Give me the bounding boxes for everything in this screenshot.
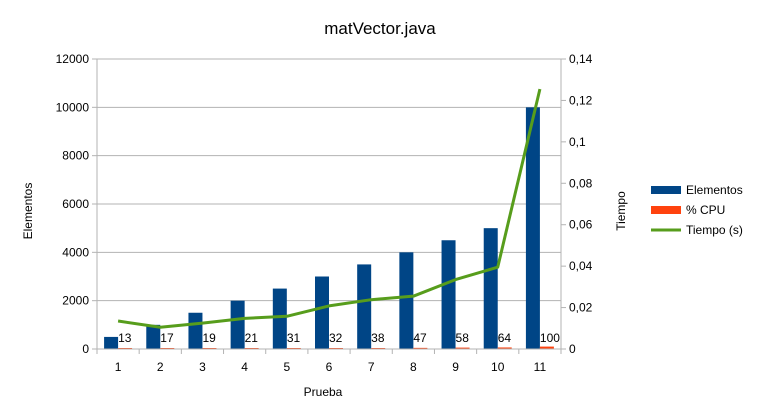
x-tick-label: 1 bbox=[115, 360, 122, 374]
x-tick-label: 3 bbox=[199, 360, 206, 374]
bar-elementos bbox=[230, 300, 245, 349]
x-tick-label: 4 bbox=[241, 360, 248, 374]
gridlines bbox=[97, 58, 561, 350]
y2-tick-label: 0,08 bbox=[569, 176, 593, 190]
legend-swatch bbox=[651, 206, 681, 214]
cpu-data-label: 38 bbox=[371, 331, 385, 345]
bar-elementos bbox=[146, 324, 161, 349]
legend-label: Elementos bbox=[686, 183, 743, 197]
bar-elementos bbox=[399, 252, 414, 349]
time-line bbox=[117, 88, 542, 329]
y2-tick-label: 0,14 bbox=[569, 52, 593, 66]
cpu-data-label: 21 bbox=[245, 331, 259, 345]
bar-elementos bbox=[483, 228, 498, 349]
y2-axis-title: Tiempo bbox=[614, 191, 628, 231]
cpu-data-label: 64 bbox=[498, 331, 512, 345]
legend-label: Tiempo (s) bbox=[686, 223, 743, 237]
bar-elementos bbox=[315, 276, 329, 349]
bar-elementos bbox=[441, 240, 456, 349]
cpu-data-label: 19 bbox=[202, 331, 216, 345]
x-tick-label: 2 bbox=[157, 360, 164, 374]
bar-elementos bbox=[525, 107, 540, 349]
bar-elementos bbox=[104, 336, 119, 349]
y-tick-label: 6000 bbox=[62, 197, 89, 211]
bar-elementos bbox=[188, 312, 203, 349]
cpu-data-label: 31 bbox=[287, 331, 301, 345]
y2-tick-label: 0 bbox=[569, 342, 576, 356]
y2-tick-label: 0,06 bbox=[569, 218, 593, 232]
bar-elementos bbox=[357, 264, 372, 349]
y-axis-title: Elementos bbox=[21, 183, 35, 240]
cpu-data-label: 13 bbox=[118, 331, 132, 345]
cpu-data-label: 32 bbox=[329, 331, 343, 345]
cpu-data-label: 47 bbox=[413, 331, 427, 345]
y-tick-label: 8000 bbox=[62, 149, 89, 163]
y-tick-label: 12000 bbox=[56, 52, 90, 66]
x-tick-label: 10 bbox=[491, 360, 505, 374]
cpu-data-label: 100 bbox=[540, 331, 560, 345]
axes: 0 2000 4000 6000 8000 10000 12000 0 0,02 0,04 0,06… bbox=[56, 52, 593, 374]
x-tick-label: 11 bbox=[534, 360, 547, 374]
y-tick-label: 2000 bbox=[62, 294, 89, 308]
x-tick-label: 9 bbox=[452, 360, 459, 374]
x-tick-label: 5 bbox=[283, 360, 290, 374]
x-axis-title: Prueba bbox=[304, 385, 343, 399]
legend: Elementos % CPU Tiempo (s) bbox=[651, 183, 743, 237]
cpu-data-label: 58 bbox=[456, 331, 470, 345]
legend-label: % CPU bbox=[686, 203, 725, 217]
x-tick-label: 6 bbox=[326, 360, 333, 374]
y2-tick-label: 0,04 bbox=[569, 259, 593, 273]
bar-cpu bbox=[455, 347, 470, 349]
bar-cpu bbox=[413, 347, 428, 349]
legend-swatch bbox=[651, 186, 681, 194]
y2-tick-label: 0,02 bbox=[569, 301, 593, 315]
chart-title: matVector.java bbox=[324, 19, 436, 38]
bar-elementos bbox=[272, 288, 287, 349]
y2-tick-label: 0,12 bbox=[569, 93, 593, 107]
y-tick-label: 10000 bbox=[56, 100, 90, 114]
y-tick-label: 4000 bbox=[62, 245, 89, 259]
x-tick-label: 7 bbox=[368, 360, 375, 374]
cpu-data-labels: 13 17 19 21 31 32 38 47 58 64 100 bbox=[118, 331, 560, 345]
y-tick-label: 0 bbox=[82, 342, 89, 356]
y2-tick-label: 0,1 bbox=[569, 135, 586, 149]
cpu-data-label: 17 bbox=[160, 331, 174, 345]
bar-cpu bbox=[539, 346, 554, 349]
x-tick-label: 8 bbox=[410, 360, 417, 374]
bar-cpu bbox=[497, 347, 512, 349]
bars bbox=[104, 107, 554, 349]
line-tiempo bbox=[117, 88, 542, 329]
